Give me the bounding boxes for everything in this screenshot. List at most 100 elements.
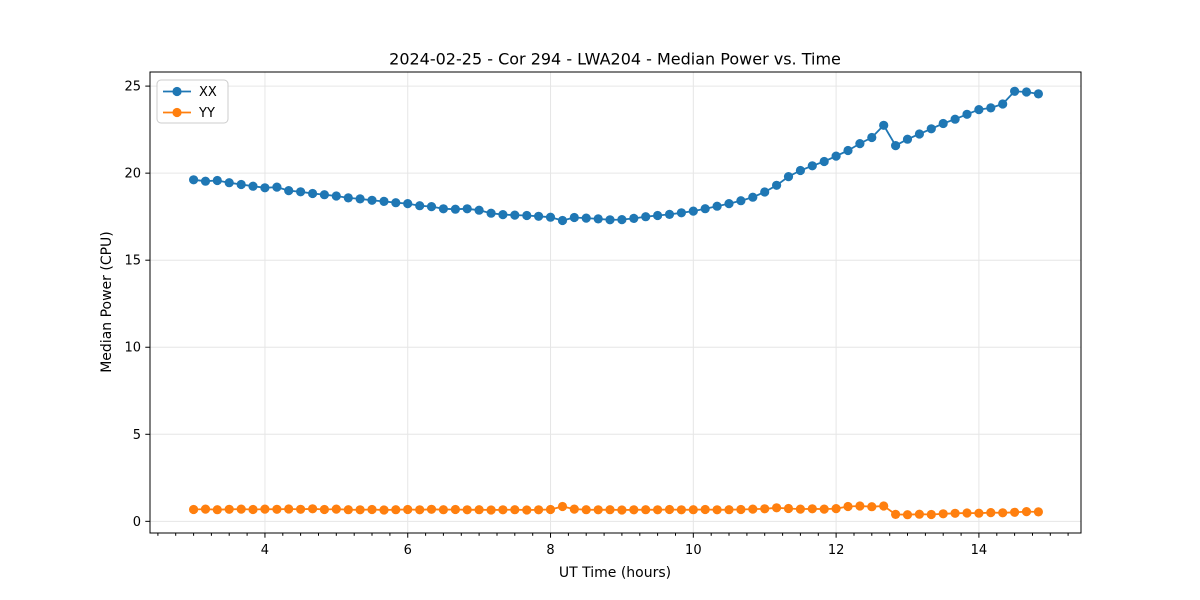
data-point-YY	[189, 504, 199, 515]
data-point-XX	[760, 187, 770, 197]
data-point-YY	[760, 504, 770, 514]
data-point-YY	[343, 505, 353, 515]
data-point-XX	[653, 210, 663, 221]
data-point-YY	[593, 505, 603, 515]
data-point-YY	[534, 505, 544, 515]
x-axis-label: UT Time (hours)	[558, 565, 672, 581]
data-point-XX	[308, 188, 318, 199]
data-point-YY	[664, 504, 675, 515]
data-point-YY	[331, 504, 341, 514]
data-point-XX	[581, 213, 591, 223]
data-point-XX	[867, 132, 877, 143]
data-point-XX	[831, 151, 841, 161]
data-point-XX	[486, 208, 496, 218]
data-point-YY	[403, 504, 413, 515]
data-point-XX	[974, 105, 984, 115]
data-point-YY	[367, 504, 377, 515]
data-point-XX	[843, 145, 853, 156]
data-point-YY	[724, 505, 734, 515]
data-point-YY	[391, 505, 401, 515]
data-point-YY	[415, 505, 425, 515]
data-point-YY	[379, 505, 389, 515]
data-point-YY	[557, 501, 568, 512]
data-point-XX	[700, 204, 710, 214]
data-point-XX	[1010, 86, 1020, 96]
data-point-YY	[855, 501, 865, 511]
data-point-YY	[879, 501, 889, 511]
data-point-XX	[450, 204, 460, 214]
series-XX-line	[192, 90, 1040, 222]
y-tick-label: 10	[124, 341, 141, 356]
data-point-XX	[986, 103, 996, 113]
data-point-YY	[224, 504, 234, 514]
data-point-YY	[1010, 507, 1020, 517]
data-point-YY	[545, 504, 556, 515]
data-point-YY	[355, 505, 365, 515]
data-point-YY	[998, 508, 1008, 518]
data-point-YY	[605, 505, 615, 515]
data-point-YY	[200, 504, 211, 514]
data-point-YY	[867, 502, 877, 512]
y-tick-label: 20	[124, 167, 141, 182]
data-point-YY	[212, 505, 222, 515]
data-point-YY	[772, 503, 782, 513]
data-point-XX	[474, 205, 484, 215]
data-point-YY	[248, 504, 258, 515]
tick-labels: 4 6 8 10 12 14 0 5 10 15 20 25	[124, 80, 987, 558]
data-point-YY	[1021, 507, 1032, 517]
data-point-YY	[438, 505, 448, 515]
data-point-YY	[700, 504, 710, 515]
data-point-YY	[629, 505, 639, 515]
data-point-YY	[914, 509, 925, 519]
y-tick-label: 5	[133, 428, 141, 443]
data-point-XX	[510, 210, 520, 220]
legend-label: XX	[199, 85, 217, 100]
data-point-YY	[486, 505, 496, 515]
data-point-YY	[272, 504, 282, 514]
data-point-YY	[296, 504, 306, 514]
data-point-XX	[962, 109, 972, 119]
data-point-XX	[224, 178, 234, 188]
data-point-YY	[783, 503, 794, 514]
data-point-XX	[248, 181, 258, 191]
data-point-YY	[426, 504, 437, 514]
data-point-YY	[676, 505, 687, 515]
data-point-XX	[212, 175, 222, 186]
data-point-XX	[605, 215, 615, 225]
data-point-YY	[474, 505, 484, 515]
y-axis-label: Median Power (CPU)	[99, 231, 115, 373]
data-point-XX	[819, 156, 829, 167]
x-tick-label: 4	[261, 543, 269, 558]
legend-marker-icon	[172, 86, 182, 97]
data-point-YY	[891, 509, 901, 519]
data-point-XX	[498, 210, 508, 220]
data-point-XX	[557, 215, 568, 226]
data-point-YY	[819, 504, 829, 514]
chart-title: 2024-02-25 - Cor 294 - LWA204 - Median P…	[389, 49, 841, 69]
data-point-YY	[617, 505, 627, 515]
data-point-XX	[926, 124, 936, 134]
data-point-YY	[974, 508, 984, 518]
data-point-YY	[569, 504, 579, 514]
data-point-YY	[986, 507, 996, 518]
data-point-XX	[748, 192, 758, 202]
data-point-XX	[593, 214, 603, 224]
data-point-YY	[319, 504, 329, 515]
data-point-XX	[415, 201, 425, 211]
data-point-YY	[510, 505, 520, 515]
data-point-YY	[1033, 507, 1043, 517]
y-tick-label: 25	[124, 80, 141, 95]
data-point-XX	[522, 210, 532, 221]
data-point-YY	[795, 504, 806, 514]
y-tick-label: 0	[133, 515, 141, 530]
data-point-YY	[926, 509, 936, 520]
data-point-XX	[569, 212, 579, 223]
data-point-XX	[736, 196, 746, 206]
data-point-XX	[462, 204, 472, 214]
axis-ticks	[145, 85, 1069, 538]
data-point-YY	[902, 510, 913, 520]
data-point-XX	[914, 129, 925, 139]
legend-item-XX: XX	[163, 85, 217, 100]
data-point-YY	[522, 505, 532, 515]
